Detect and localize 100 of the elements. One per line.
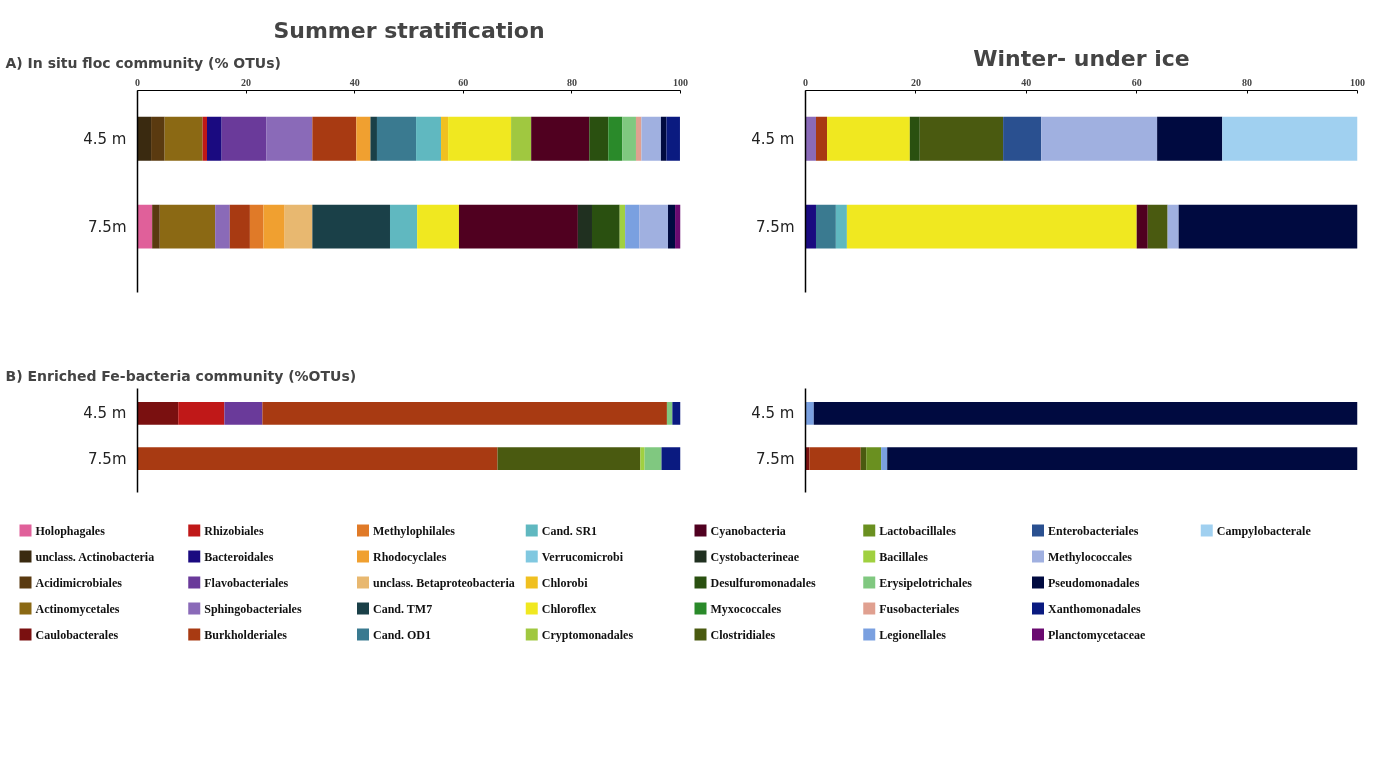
- bar: [639, 204, 669, 249]
- legend-label: Erysipelotrichales: [879, 575, 973, 590]
- legend-label: Cryptomonadales: [541, 627, 634, 642]
- bar: [813, 402, 1358, 425]
- bar: [1157, 116, 1223, 161]
- legend-label: Holophagales: [35, 523, 106, 538]
- bar: [1136, 204, 1148, 249]
- bar: [262, 402, 667, 425]
- x-tick-label: 60: [1131, 76, 1142, 88]
- bar: [640, 447, 645, 470]
- bar: [152, 204, 160, 249]
- legend-label: Bacillales: [879, 549, 929, 564]
- bar: [224, 402, 263, 425]
- y-tick-label: 7.5m: [88, 449, 127, 468]
- bar: [370, 116, 377, 161]
- y-tick-label: 4.5 m: [751, 129, 795, 148]
- bar: [589, 116, 609, 161]
- bar: [815, 116, 828, 161]
- legend-label: Planctomycetaceae: [1048, 627, 1146, 642]
- bar: [202, 116, 207, 161]
- x-tick-label: 60: [458, 76, 469, 88]
- bar: [1222, 116, 1358, 161]
- chart-subtitle: A) In situ floc community (% OTUs): [5, 54, 281, 71]
- bar: [805, 204, 816, 249]
- legend-label: Enterobacteriales: [1048, 523, 1139, 538]
- bar: [619, 204, 626, 249]
- x-tick-label: 40: [1021, 76, 1032, 88]
- legend-label: unclass. Betaproteobacteria: [373, 575, 515, 590]
- legend-label: Pseudomonadales: [1048, 575, 1140, 590]
- bar: [284, 204, 313, 249]
- bar: [860, 447, 867, 470]
- y-tick-label: 4.5 m: [83, 129, 127, 148]
- y-tick-label: 4.5 m: [751, 404, 795, 423]
- legend-label: Campylobacterale: [1216, 523, 1312, 538]
- y-tick-label: 4.5 m: [83, 404, 127, 423]
- y-tick-label: 7.5m: [756, 449, 795, 468]
- bar: [887, 447, 1358, 470]
- bar: [846, 204, 1137, 249]
- bar: [229, 204, 250, 249]
- legend-label: Rhodocyclales: [373, 549, 447, 564]
- legend-label: Cand. TM7: [373, 601, 433, 616]
- bar: [417, 204, 459, 249]
- bar: [263, 204, 285, 249]
- bar: [137, 447, 498, 470]
- bar: [666, 402, 673, 425]
- x-tick-label: 20: [241, 76, 252, 88]
- legend-label: Cand. OD1: [373, 627, 432, 642]
- bar: [1003, 116, 1042, 161]
- bar: [1041, 116, 1158, 161]
- legend-label: Acidimicrobiales: [35, 575, 123, 590]
- bar: [207, 116, 222, 161]
- bar: [221, 116, 267, 161]
- bar: [660, 116, 667, 161]
- bar: [608, 116, 623, 161]
- bar: [809, 447, 861, 470]
- legend-label: Cyanobacteria: [710, 523, 786, 538]
- legend-label: Clostridiales: [710, 627, 776, 642]
- x-tick-label: 80: [566, 76, 577, 88]
- bar: [881, 447, 888, 470]
- bar: [511, 116, 532, 161]
- chart-subtitle: B) Enriched Fe-bacteria community (%OTUs): [5, 367, 357, 384]
- bar: [1167, 204, 1179, 249]
- legend-label: Cystobacterineae: [710, 549, 800, 564]
- bar: [531, 116, 590, 161]
- bar: [622, 116, 636, 161]
- bar: [441, 116, 449, 161]
- x-tick-label: 100: [1350, 76, 1365, 88]
- legend-label: Methylophilales: [373, 523, 456, 538]
- legend-label: Sphingobacteriales: [204, 601, 302, 616]
- legend-label: Methylococcales: [1048, 549, 1133, 564]
- bar: [827, 116, 910, 161]
- x-tick-label: 20: [910, 76, 921, 88]
- y-tick-label: 7.5m: [88, 217, 127, 236]
- legend-label: Rhizobiales: [204, 523, 264, 538]
- legend-label: Verrucomicrobi: [541, 549, 624, 564]
- bar: [159, 204, 216, 249]
- bar: [164, 116, 203, 161]
- bar: [1147, 204, 1168, 249]
- bar: [635, 116, 642, 161]
- legend-label: Caulobacterales: [35, 627, 119, 642]
- bar: [312, 116, 357, 161]
- legend-label: Cand. SR1: [541, 523, 598, 538]
- legend-label: unclass. Actinobacteria: [35, 549, 155, 564]
- bar: [591, 204, 620, 249]
- x-tick-label: 0: [803, 76, 808, 88]
- legend-label: Legionellales: [879, 627, 947, 642]
- bar: [805, 116, 816, 161]
- bar: [215, 204, 230, 249]
- bar: [137, 204, 153, 249]
- x-tick-label: 0: [135, 76, 140, 88]
- bar: [625, 204, 640, 249]
- bar: [644, 447, 662, 470]
- legend-label: Chloroflex: [541, 601, 597, 616]
- bar: [577, 204, 592, 249]
- legend-label: Lactobacillales: [879, 523, 957, 538]
- bar: [835, 204, 847, 249]
- bar: [376, 116, 417, 161]
- legend-label: Bacteroidales: [204, 549, 274, 564]
- y-tick-label: 7.5m: [756, 217, 795, 236]
- legend-label: Flavobacteriales: [204, 575, 289, 590]
